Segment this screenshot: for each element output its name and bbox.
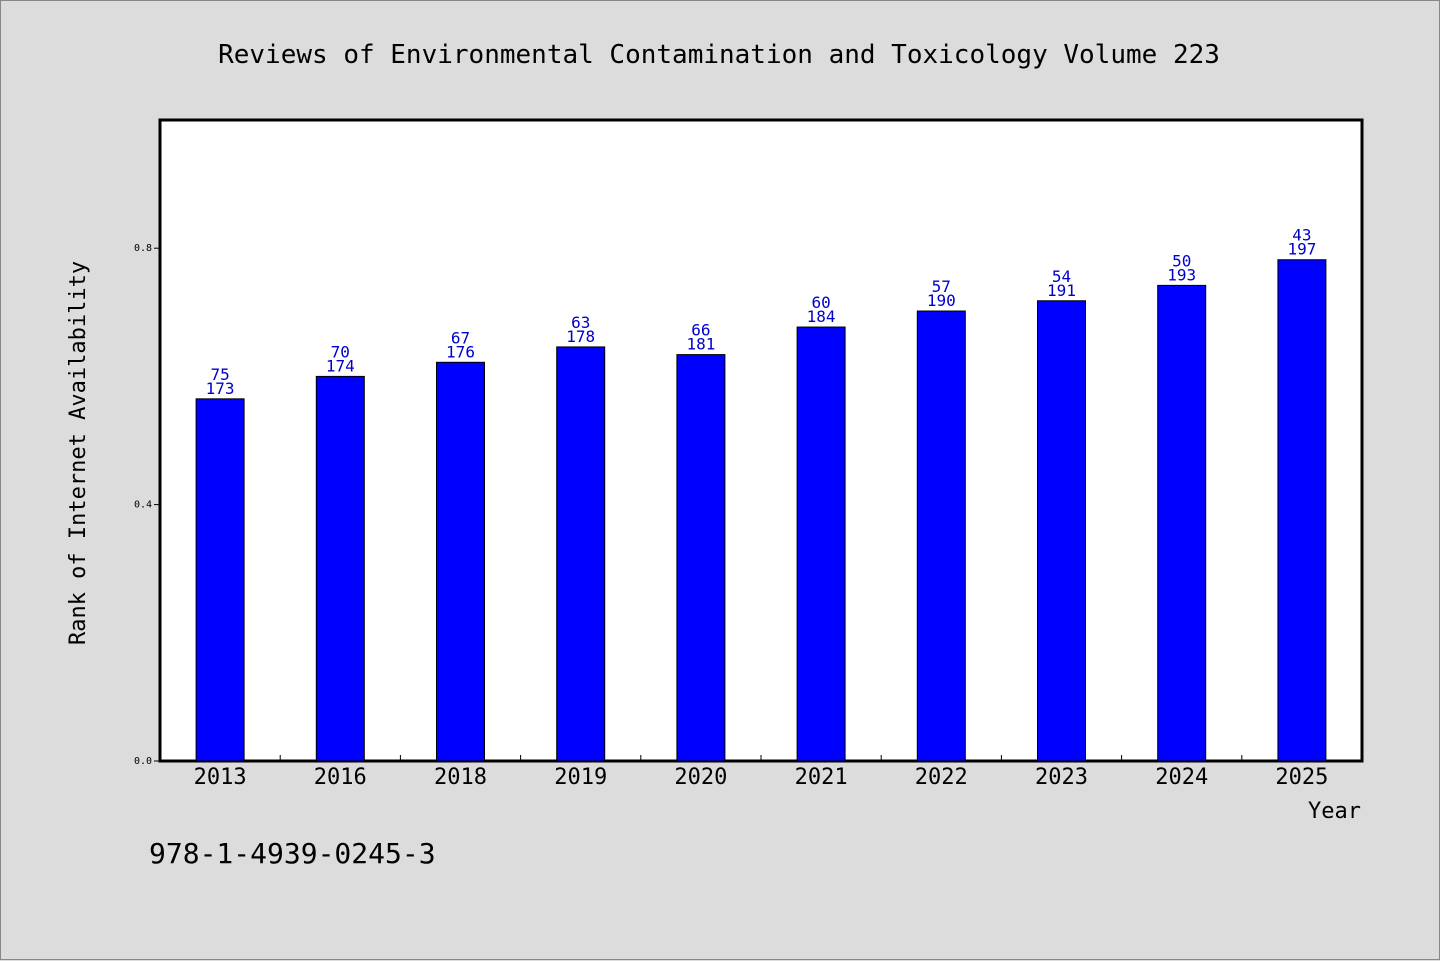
y-tick-label: 0.8 [134,243,152,254]
bar [1277,259,1327,762]
y-tick-label: 0.4 [134,500,152,511]
bar [436,361,485,762]
data-label-bottom: 173 [206,379,235,398]
y-tick-label: 0.0 [134,756,152,767]
data-label-bottom: 176 [446,342,475,361]
bar [1157,284,1207,762]
data-label-top: 63 [571,313,590,332]
data-label-bottom: 191 [1047,281,1076,300]
data-label-top: 60 [811,293,830,312]
data-label-bottom: 184 [807,307,836,326]
bar [195,398,245,762]
data-label-bottom: 174 [326,356,355,375]
data-label-top: 67 [451,328,470,347]
isbn-label: 978-1-4939-0245-3 [149,837,436,870]
x-tick-label: 2023 [1035,765,1088,790]
data-label-top: 50 [1172,251,1191,270]
bar [676,354,726,762]
data-label-bottom: 178 [566,327,595,346]
x-axis: 2013 2016 2018 2019 2020 2021 2022 2023 2024 2025 [194,755,1328,790]
x-tick-label: 2019 [554,765,607,790]
data-label-top: 70 [331,342,350,361]
y-axis: 0.0 0.4 0.8 [134,243,160,767]
x-tick-label: 2025 [1275,765,1328,790]
bar [315,375,365,762]
data-label-top: 43 [1292,226,1311,245]
x-tick-label: 2020 [674,765,727,790]
data-label-top: 66 [691,321,710,340]
x-tick-label: 2018 [434,765,487,790]
x-tick-label: 2016 [314,765,367,790]
data-label-top: 75 [210,365,229,384]
bars [195,259,1327,762]
bar [796,326,846,762]
data-label-bottom: 181 [686,335,715,354]
x-tick-label: 2024 [1155,765,1208,790]
bar [1037,300,1086,762]
data-label-top: 57 [932,277,951,296]
x-axis-title: Year [1308,799,1361,824]
data-label-top: 54 [1052,267,1071,286]
x-tick-label: 2021 [795,765,848,790]
x-tick-label: 2013 [194,765,247,790]
y-axis-title: Rank of Internet Availability [66,261,91,645]
data-label-bottom: 197 [1287,240,1316,259]
x-tick-label: 2022 [915,765,968,790]
chart-title: Reviews of Environmental Contamination a… [218,40,1220,70]
bar [556,346,606,762]
data-label-bottom: 193 [1167,265,1196,284]
data-label-bottom: 190 [927,291,956,310]
bar [916,310,966,762]
